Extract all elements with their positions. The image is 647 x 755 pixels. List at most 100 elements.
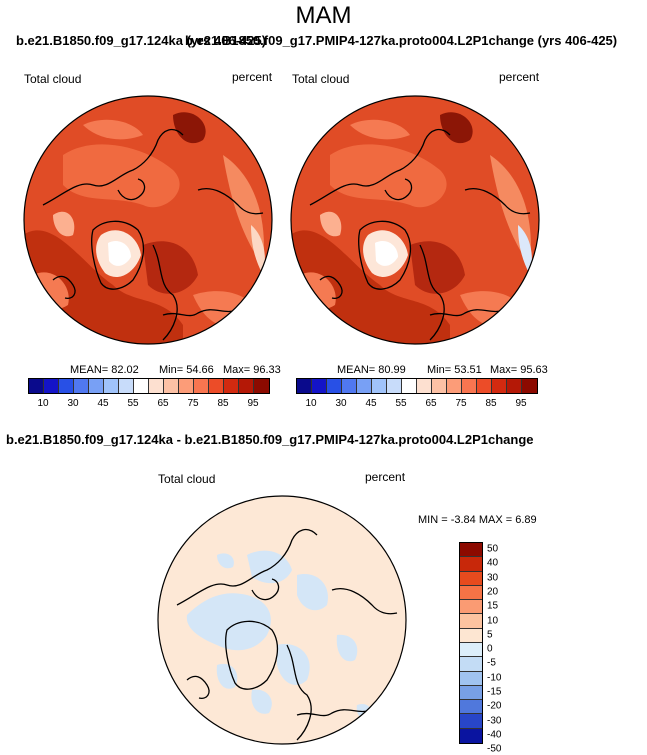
colorbar-swatch (179, 379, 194, 393)
colorbar-tick-label: 95 (247, 398, 259, 409)
colorbar-tick-label: 95 (515, 398, 527, 409)
colorbar-swatch (134, 379, 149, 393)
colorbar-tick-label: 40 (487, 557, 499, 569)
colorbar-swatch (460, 628, 482, 643)
colorbar-swatch (460, 585, 482, 601)
panel1-variable-label: Total cloud (24, 72, 82, 86)
colorbar-tick-label: -50 (487, 743, 502, 755)
colorbar-tick-label: -15 (487, 686, 502, 698)
colorbar-tick-label: 75 (187, 398, 199, 409)
colorbar-swatch (254, 379, 269, 393)
colorbar-swatch (29, 379, 44, 393)
colorbar-swatch (372, 379, 387, 393)
colorbar-tick-label: 65 (425, 398, 437, 409)
panel1-colorbar-ticks: 10 30 45 55 65 75 85 95 (28, 398, 268, 412)
season-title: MAM (295, 2, 352, 29)
colorbar-swatch (460, 728, 482, 743)
colorbar-swatch (104, 379, 119, 393)
colorbar-tick-label: 5 (487, 629, 493, 641)
case1-title: b.e21.B1850.f09_g17.124ka (yrs 406-425) (16, 33, 267, 48)
colorbar-swatch (460, 571, 482, 586)
colorbar-tick-label: 10 (37, 398, 49, 409)
panel1-polar-map (23, 95, 273, 345)
colorbar-swatch (194, 379, 209, 393)
colorbar-tick-label: 15 (487, 600, 499, 612)
colorbar-tick-label: 85 (217, 398, 229, 409)
colorbar-swatch (460, 671, 482, 686)
diff-title: b.e21.B1850.f09_g17.124ka - b.e21.B1850.… (6, 432, 534, 447)
colorbar-tick-label: 65 (157, 398, 169, 409)
colorbar-tick-label: 10 (305, 398, 317, 409)
colorbar-swatch (209, 379, 224, 393)
colorbar-swatch (447, 379, 462, 393)
diff-min-max: MIN = -3.84 MAX = 6.89 (418, 514, 537, 526)
colorbar-swatch (119, 379, 134, 393)
colorbar-tick-label: -30 (487, 715, 502, 727)
colorbar-tick-label: 0 (487, 643, 493, 655)
panel2-max: Max= 95.63 (490, 364, 548, 376)
diff-polar-map (157, 495, 407, 745)
panel2-units-label: percent (499, 70, 540, 84)
colorbar-swatch (492, 379, 507, 393)
panel2-polar-map (290, 95, 540, 345)
colorbar-tick-label: 45 (365, 398, 377, 409)
diff-colorbar (459, 542, 483, 744)
diff-units-label: percent (365, 470, 406, 484)
colorbar-swatch (164, 379, 179, 393)
colorbar-swatch (460, 714, 482, 729)
colorbar-tick-label: 55 (127, 398, 139, 409)
panel1-min: Min= 54.66 (159, 364, 214, 376)
colorbar-swatch (312, 379, 327, 393)
colorbar-swatch (522, 379, 537, 393)
colorbar-swatch (417, 379, 432, 393)
colorbar-tick-label: -40 (487, 729, 502, 741)
colorbar-swatch (460, 543, 482, 558)
colorbar-swatch (357, 379, 372, 393)
panel2-colorbar-ticks: 10 30 45 55 65 75 85 95 (296, 398, 536, 412)
panel2-mean: MEAN= 80.99 (337, 364, 406, 376)
panel2-colorbar (296, 378, 538, 394)
colorbar-swatch (327, 379, 342, 393)
colorbar-swatch (387, 379, 402, 393)
colorbar-swatch (44, 379, 59, 393)
colorbar-tick-label: 85 (485, 398, 497, 409)
colorbar-swatch (402, 379, 417, 393)
colorbar-swatch (224, 379, 239, 393)
colorbar-swatch (460, 657, 482, 672)
colorbar-swatch (149, 379, 164, 393)
colorbar-swatch (460, 614, 482, 629)
colorbar-swatch (297, 379, 312, 393)
colorbar-swatch (507, 379, 522, 393)
colorbar-swatch (342, 379, 357, 393)
case2-title: b.e21.B1850.f09_g17.PMIP4-127ka.proto004… (185, 33, 618, 48)
colorbar-swatch (59, 379, 74, 393)
colorbar-tick-label: 75 (455, 398, 467, 409)
colorbar-swatch (462, 379, 477, 393)
panel1-max: Max= 96.33 (223, 364, 281, 376)
colorbar-tick-label: -10 (487, 672, 502, 684)
colorbar-swatch (74, 379, 89, 393)
colorbar-tick-label: 10 (487, 615, 499, 627)
colorbar-tick-label: -20 (487, 700, 502, 712)
colorbar-tick-label: 55 (395, 398, 407, 409)
panel2-variable-label: Total cloud (292, 72, 350, 86)
colorbar-swatch (239, 379, 254, 393)
colorbar-swatch (460, 685, 482, 701)
panel1-colorbar (28, 378, 270, 394)
colorbar-tick-label: 30 (335, 398, 347, 409)
colorbar-tick-label: 20 (487, 586, 499, 598)
colorbar-tick-label: 50 (487, 543, 499, 555)
panel1-units-label: percent (232, 70, 273, 84)
colorbar-swatch (89, 379, 104, 393)
colorbar-swatch (460, 600, 482, 615)
colorbar-tick-label: -5 (487, 657, 496, 669)
diff-colorbar-ticks: 50 40 30 20 15 10 5 0 -5 -10 -15 -20 -30 -40 -50 (487, 542, 517, 755)
colorbar-swatch (460, 642, 482, 658)
colorbar-swatch (460, 700, 482, 715)
colorbar-swatch (477, 379, 492, 393)
panel2-min: Min= 53.51 (427, 364, 482, 376)
diff-variable-label: Total cloud (158, 472, 216, 486)
colorbar-tick-label: 45 (97, 398, 109, 409)
colorbar-tick-label: 30 (487, 572, 499, 584)
panel1-mean: MEAN= 82.02 (70, 364, 139, 376)
